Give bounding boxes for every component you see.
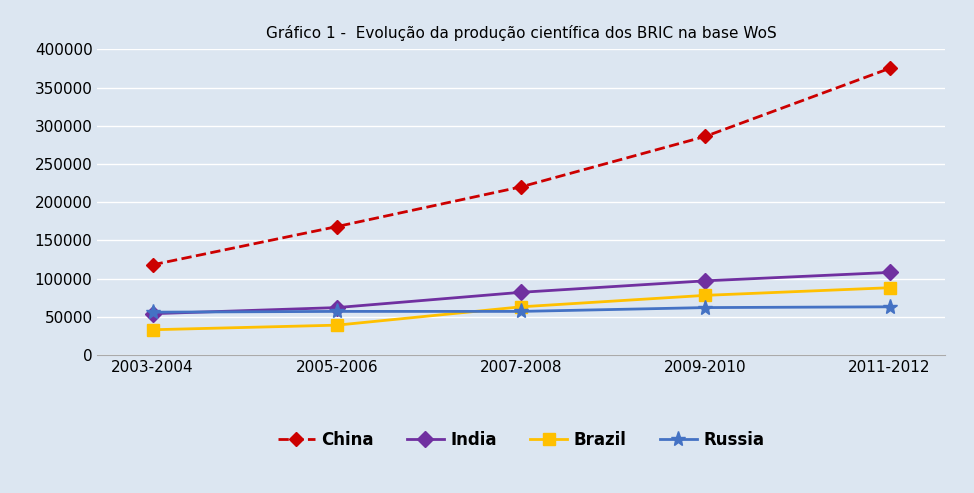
China	[883, 66, 895, 71]
Line: Russia: Russia	[145, 299, 897, 320]
Russia	[331, 309, 343, 315]
Russia	[699, 305, 711, 311]
Brazil	[699, 292, 711, 298]
Russia	[147, 309, 159, 315]
Line: China: China	[148, 64, 894, 270]
Brazil	[147, 327, 159, 333]
China	[515, 184, 527, 190]
India	[699, 278, 711, 284]
China	[699, 134, 711, 140]
Brazil	[331, 322, 343, 328]
India	[331, 305, 343, 311]
India	[515, 289, 527, 295]
Brazil	[515, 304, 527, 310]
Line: Brazil: Brazil	[147, 282, 895, 335]
India	[147, 311, 159, 317]
China	[147, 262, 159, 268]
Title: Gráfico 1 -  Evolução da produção científica dos BRIC na base WoS: Gráfico 1 - Evolução da produção científ…	[266, 25, 776, 41]
Legend: China, India, Brazil, Russia: China, India, Brazil, Russia	[278, 430, 765, 449]
China	[331, 224, 343, 230]
Brazil	[883, 285, 895, 291]
Russia	[515, 309, 527, 315]
Russia	[883, 304, 895, 310]
India	[883, 270, 895, 276]
Line: India: India	[147, 267, 895, 319]
